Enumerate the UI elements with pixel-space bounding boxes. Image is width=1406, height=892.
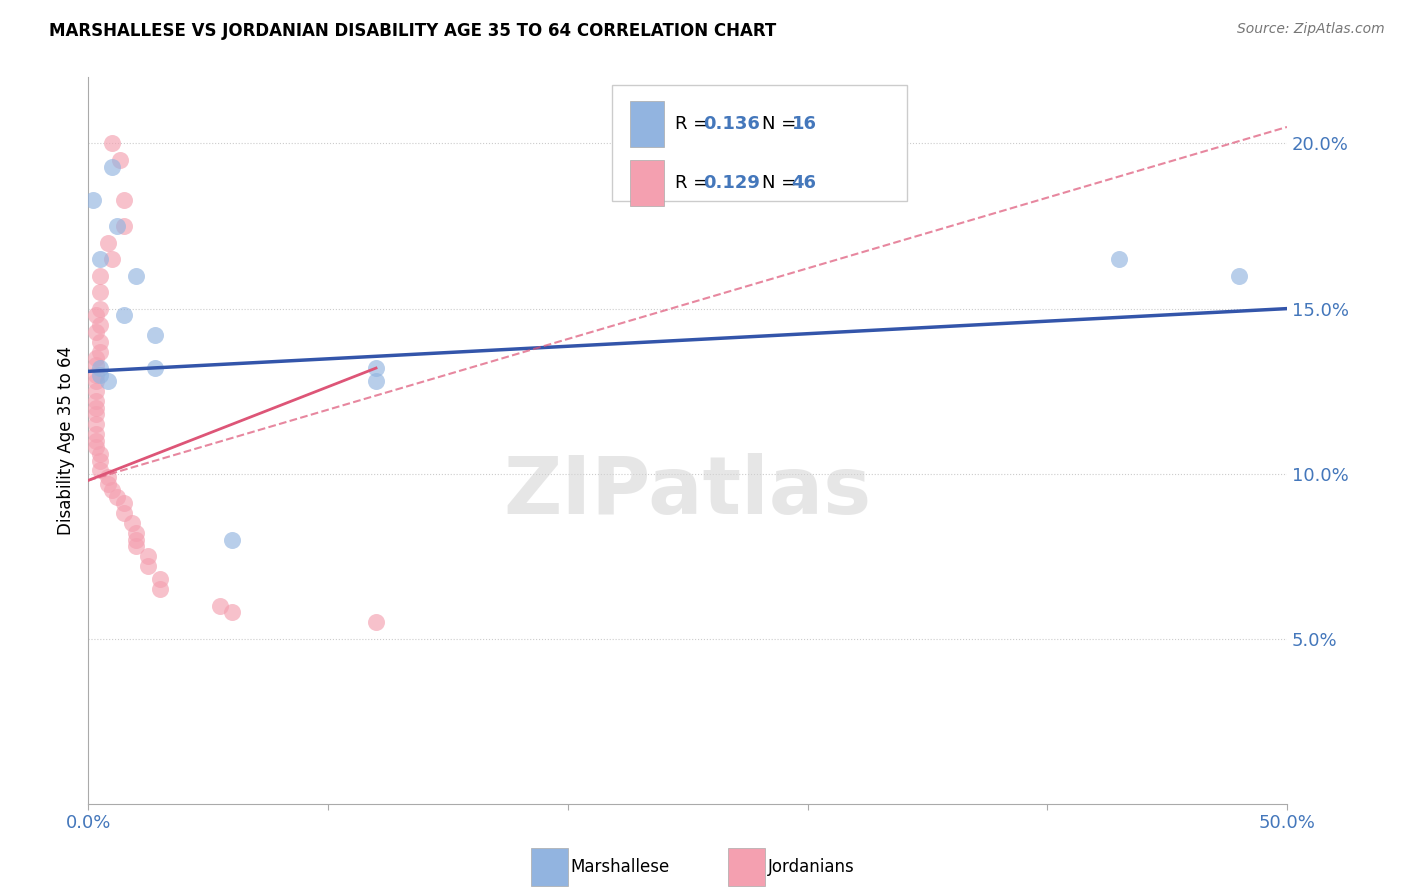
Point	[101, 483, 124, 498]
Text: Marshallese: Marshallese	[571, 858, 671, 876]
Point	[1227, 268, 1250, 283]
Point	[125, 268, 148, 283]
Point	[84, 401, 107, 415]
Point	[84, 417, 107, 432]
Point	[84, 407, 107, 421]
Point	[221, 533, 243, 547]
Point	[89, 447, 111, 461]
Point	[112, 507, 135, 521]
Point	[136, 559, 159, 574]
Point	[89, 252, 111, 266]
Point	[364, 361, 387, 376]
Point	[145, 361, 167, 376]
Point	[84, 427, 107, 442]
Point	[364, 615, 387, 630]
Point	[84, 434, 107, 448]
Text: N =: N =	[762, 174, 801, 192]
Point	[221, 606, 243, 620]
Point	[84, 351, 107, 366]
Text: Jordanians: Jordanians	[768, 858, 855, 876]
Point	[89, 453, 111, 467]
Text: R =: R =	[675, 115, 714, 133]
Point	[108, 153, 131, 167]
Point	[96, 235, 118, 250]
Point	[105, 219, 128, 233]
Point	[1108, 252, 1130, 266]
Text: ZIPatlas: ZIPatlas	[503, 452, 872, 531]
Point	[89, 368, 111, 382]
Point	[84, 374, 107, 388]
Point	[96, 374, 118, 388]
Point	[112, 308, 135, 322]
Text: MARSHALLESE VS JORDANIAN DISABILITY AGE 35 TO 64 CORRELATION CHART: MARSHALLESE VS JORDANIAN DISABILITY AGE …	[49, 22, 776, 40]
Point	[84, 308, 107, 322]
Point	[89, 344, 111, 359]
Point	[136, 549, 159, 564]
Point	[101, 252, 124, 266]
Point	[89, 285, 111, 299]
Text: 46: 46	[792, 174, 817, 192]
Point	[112, 193, 135, 207]
Point	[125, 540, 148, 554]
Point	[84, 440, 107, 454]
Point	[89, 301, 111, 316]
Point	[84, 368, 107, 382]
Point	[96, 470, 118, 484]
Point	[89, 334, 111, 349]
Point	[364, 374, 387, 388]
Point	[125, 533, 148, 547]
Text: N =: N =	[762, 115, 801, 133]
Point	[149, 582, 172, 597]
Point	[84, 358, 107, 372]
Point	[89, 361, 111, 376]
Point	[84, 394, 107, 409]
Point	[101, 160, 124, 174]
Point	[82, 193, 104, 207]
Text: 0.129: 0.129	[703, 174, 759, 192]
Point	[89, 268, 111, 283]
Text: Source: ZipAtlas.com: Source: ZipAtlas.com	[1237, 22, 1385, 37]
Point	[101, 136, 124, 151]
Point	[145, 328, 167, 343]
Point	[112, 219, 135, 233]
Text: R =: R =	[675, 174, 714, 192]
Point	[105, 490, 128, 504]
Text: 16: 16	[792, 115, 817, 133]
Y-axis label: Disability Age 35 to 64: Disability Age 35 to 64	[58, 346, 75, 535]
Point	[84, 325, 107, 339]
Point	[125, 526, 148, 541]
Point	[149, 573, 172, 587]
Point	[89, 318, 111, 332]
Point	[89, 463, 111, 477]
Point	[209, 599, 232, 613]
Point	[112, 496, 135, 510]
Point	[121, 516, 143, 531]
Point	[96, 476, 118, 491]
Text: 0.136: 0.136	[703, 115, 759, 133]
Point	[84, 384, 107, 399]
